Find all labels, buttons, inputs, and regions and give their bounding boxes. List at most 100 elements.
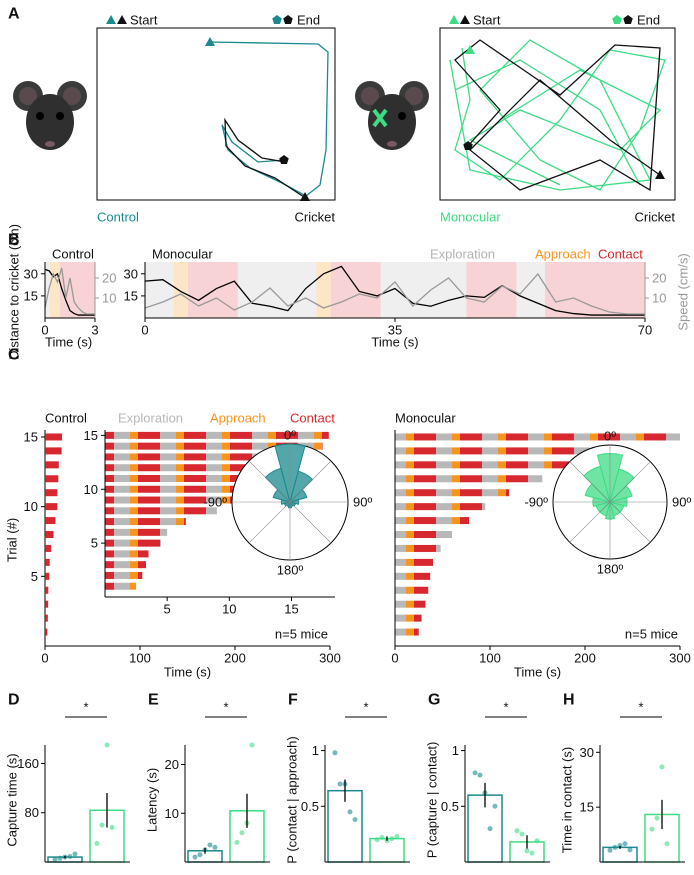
data-point — [352, 817, 358, 823]
data-point — [514, 828, 520, 834]
rose-label: 180º — [277, 563, 304, 578]
phase-span — [545, 262, 645, 318]
trial-bar — [105, 571, 143, 579]
legend-start: Start — [130, 13, 158, 28]
trial-bar — [105, 453, 286, 461]
legend-start: Start — [473, 13, 501, 28]
x-tick-label: 0 — [41, 651, 48, 666]
inset-y-tick-label: 10 — [84, 482, 98, 497]
x-tick-label: 200 — [574, 651, 596, 666]
y-axis-label: P (capture | contact) — [425, 742, 440, 859]
data-point — [492, 803, 498, 809]
y2-tick-label: 20 — [652, 271, 666, 286]
data-point — [347, 809, 353, 815]
data-point — [192, 854, 198, 860]
mouse-ear-inner — [361, 87, 379, 105]
data-point — [612, 844, 618, 850]
y-tick-label: 1 — [312, 743, 319, 758]
y-tick-label: 15 — [24, 288, 38, 303]
inset-y-tick-label: 5 — [91, 536, 98, 551]
trial-bar — [395, 475, 543, 483]
x-tick-label: 300 — [319, 651, 341, 666]
marker-pentagon — [612, 15, 622, 25]
y-axis-label: P (contact | approach) — [285, 736, 300, 863]
trial-bar — [45, 614, 48, 622]
target-label: Cricket — [635, 210, 676, 225]
plot-title: Monocular — [152, 247, 213, 262]
target-label: Cricket — [295, 210, 336, 225]
group-title: Control — [97, 210, 139, 225]
data-point — [659, 764, 665, 770]
phase-span — [237, 262, 317, 318]
marker-triangle — [460, 15, 470, 24]
trial-bar — [395, 503, 486, 511]
series-line — [144, 265, 645, 316]
marker-triangle — [655, 170, 665, 179]
phase-span — [173, 262, 188, 318]
data-point — [389, 836, 395, 842]
y-axis-label: Distance to cricket (cm) — [7, 224, 22, 360]
significance: * — [638, 700, 643, 715]
arena — [439, 27, 676, 201]
trial-bar — [105, 485, 267, 493]
blind-x — [372, 108, 388, 128]
trial-bar — [45, 517, 56, 525]
data-point — [519, 831, 525, 837]
trial-bar — [105, 474, 267, 482]
significance: * — [363, 700, 368, 715]
y2-axis-label: Speed (cm/s) — [676, 253, 691, 330]
marker-triangle — [106, 15, 116, 24]
marker-pentagon — [272, 15, 282, 25]
significance: * — [83, 700, 88, 715]
phase-legend: Contact — [598, 247, 643, 262]
arena — [96, 27, 336, 201]
x-axis-label: Time (s) — [164, 665, 211, 680]
trial-bar — [395, 558, 433, 566]
trial-bar — [105, 496, 242, 504]
y-tick-label: 15 — [124, 288, 138, 303]
data-point — [524, 848, 530, 854]
panel-label: C — [8, 347, 20, 364]
panel-label: E — [148, 692, 159, 709]
mouse-ear-inner — [19, 87, 37, 105]
data-point — [99, 822, 105, 828]
x-tick-label: 200 — [224, 651, 246, 666]
legend-end: End — [297, 13, 320, 28]
inset-x-tick-label: 5 — [164, 602, 171, 617]
significance: * — [223, 700, 228, 715]
trajectory — [449, 39, 666, 191]
data-point — [627, 847, 633, 853]
trial-bar — [45, 433, 63, 441]
trial-bar — [395, 461, 571, 469]
phase-span — [45, 262, 50, 318]
x-tick-label: 100 — [129, 651, 151, 666]
rose-label: 90º — [672, 495, 691, 510]
trial-bar — [105, 528, 168, 536]
phase-legend: Approach — [210, 411, 266, 426]
series-line — [144, 272, 645, 315]
rose-label: 180º — [597, 562, 624, 577]
y2-tick-label: 10 — [652, 291, 666, 306]
mouse-head — [26, 94, 74, 150]
y-tick-label: 15 — [580, 800, 594, 815]
phase-span — [316, 262, 331, 318]
mouse-ear-inner — [63, 87, 81, 105]
marker-triangle — [205, 37, 215, 46]
trial-bar — [395, 447, 590, 455]
y-tick-label: 5 — [31, 569, 38, 584]
data-point — [607, 847, 613, 853]
trial-bar — [395, 433, 680, 441]
marker-pentagon — [463, 141, 473, 151]
phase-span — [187, 262, 238, 318]
data-point — [234, 840, 240, 845]
plot-title: Control — [52, 247, 94, 262]
trial-bar — [105, 431, 329, 439]
rose-label: 0º — [604, 429, 616, 444]
marker-triangle — [117, 15, 127, 24]
phase-legend: Approach — [535, 247, 591, 262]
trial-bar — [45, 558, 50, 566]
x-axis-label: Time (s) — [371, 335, 418, 350]
phase-span — [60, 262, 95, 318]
x-tick-label: 35 — [388, 323, 402, 338]
